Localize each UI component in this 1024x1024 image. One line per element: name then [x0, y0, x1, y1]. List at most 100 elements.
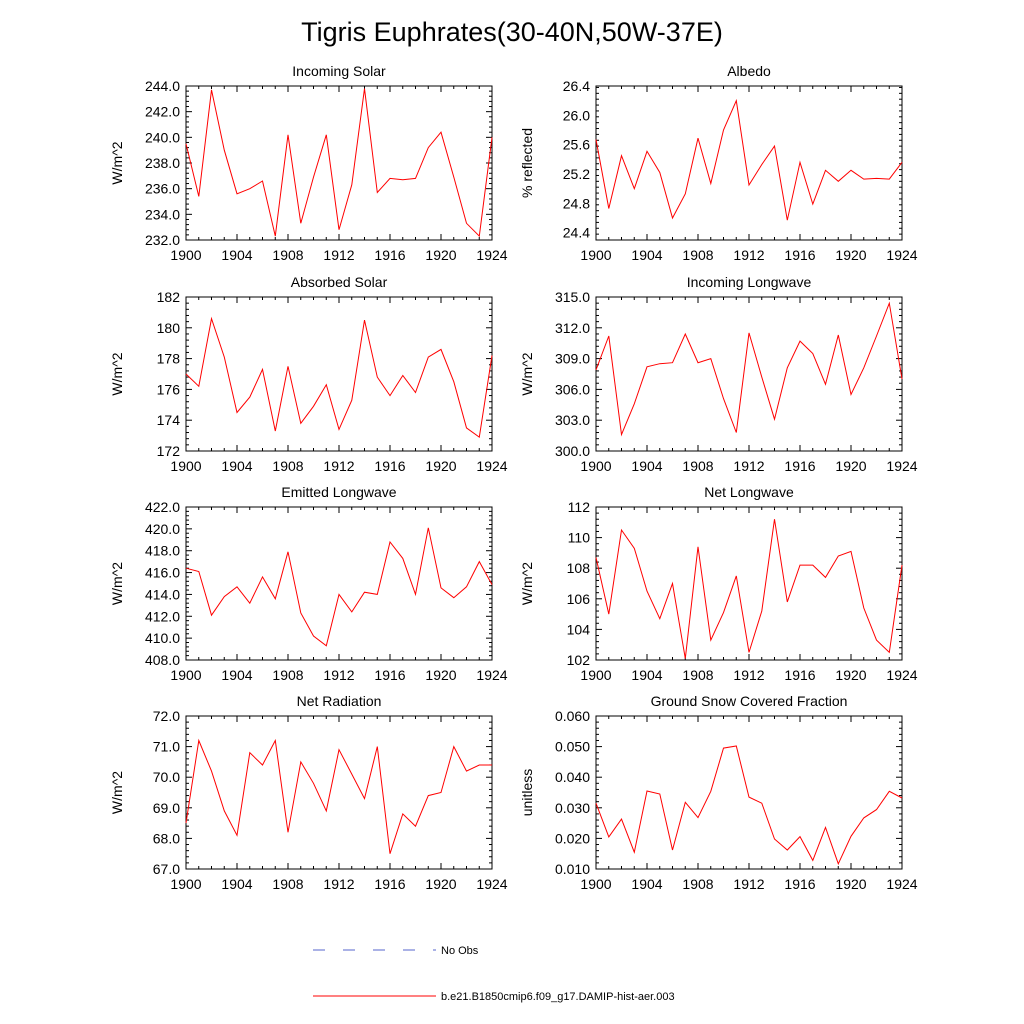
x-tick-label: 1924 [886, 458, 917, 474]
y-tick-label: 71.0 [153, 739, 180, 755]
panels: Incoming Solar W/m^2 1900 1904 1908 1912 1916 1… [109, 63, 918, 892]
panel-3: Absorbed Solar W/m^2 1900 1904 1908 1912 1916 1… [109, 274, 508, 474]
y-tick-label: 26.0 [563, 107, 590, 123]
x-tick-label: 1908 [682, 667, 713, 683]
x-tick-label: 1908 [272, 247, 303, 263]
x-tick-label: 1912 [733, 458, 764, 474]
series-line [595, 98, 903, 221]
y-tick-label: 418.0 [145, 543, 180, 559]
legend: No Obs b.e21.B1850cmip6.f09_g17.DAMIP-hi… [313, 945, 675, 1003]
y-tick-label: 309.0 [555, 351, 590, 367]
panel-title: Ground Snow Covered Fraction [651, 693, 848, 709]
x-tick-label: 1904 [221, 247, 252, 263]
x-tick-label: 1916 [374, 458, 405, 474]
y-tick-label: 25.2 [563, 166, 590, 182]
y-axis-label: W/m^2 [519, 562, 535, 605]
figure-title: Tigris Euphrates(30-40N,50W-37E) [301, 17, 723, 47]
series-line [185, 316, 493, 438]
y-tick-label: 0.030 [555, 800, 590, 816]
x-tick-label: 1904 [631, 458, 662, 474]
x-tick-label: 1904 [631, 247, 662, 263]
y-tick-label: 232.0 [145, 232, 180, 248]
x-tick-label: 1900 [580, 667, 611, 683]
x-tick-label: 1904 [221, 458, 252, 474]
y-tick-label: 0.010 [555, 861, 590, 877]
x-tick-label: 1900 [170, 458, 201, 474]
y-tick-label: 110 [568, 530, 591, 546]
x-tick-label: 1904 [631, 876, 662, 892]
x-tick-label: 1924 [476, 667, 507, 683]
x-tick-label: 1916 [784, 667, 815, 683]
y-tick-label: 102 [567, 652, 591, 668]
x-tick-label: 1900 [580, 876, 611, 892]
panel-title: Absorbed Solar [291, 274, 388, 290]
y-axis-label: % reflected [519, 128, 535, 198]
x-tick-label: 1920 [835, 247, 866, 263]
x-tick-label: 1920 [835, 458, 866, 474]
x-tick-label: 1900 [580, 458, 611, 474]
x-tick-label: 1924 [886, 667, 917, 683]
y-tick-label: 315.0 [555, 289, 590, 305]
y-tick-label: 238.0 [145, 155, 180, 171]
plot-frame [185, 506, 493, 661]
y-tick-label: 180 [157, 320, 181, 336]
x-tick-label: 1900 [580, 247, 611, 263]
x-tick-label: 1924 [886, 876, 917, 892]
y-tick-label: 24.4 [563, 225, 590, 241]
y-tick-label: 26.4 [563, 78, 590, 94]
y-tick-label: 306.0 [555, 381, 590, 397]
plot-frame [185, 85, 493, 241]
x-tick-label: 1912 [733, 667, 764, 683]
x-tick-label: 1912 [323, 667, 354, 683]
panel-title: Net Longwave [704, 484, 794, 500]
panel-title: Emitted Longwave [281, 484, 396, 500]
y-tick-label: 234.0 [145, 206, 180, 222]
y-tick-label: 0.050 [555, 739, 590, 755]
panel-2: Albedo % reflected 1900 1904 1908 1912 1916 192… [519, 63, 918, 263]
x-tick-label: 1908 [682, 247, 713, 263]
y-tick-label: 244.0 [145, 78, 180, 94]
x-tick-label: 1916 [784, 247, 815, 263]
x-tick-label: 1908 [272, 667, 303, 683]
x-tick-label: 1920 [425, 247, 456, 263]
x-tick-label: 1900 [170, 876, 201, 892]
y-axis-label: W/m^2 [519, 352, 535, 395]
panel-8: Ground Snow Covered Fraction unitless 1900… [519, 693, 918, 892]
y-axis-label: W/m^2 [109, 562, 125, 605]
y-tick-label: 242.0 [145, 104, 180, 120]
y-tick-label: 412.0 [145, 608, 180, 624]
x-tick-label: 1904 [221, 876, 252, 892]
y-tick-label: 24.8 [563, 195, 590, 211]
y-tick-label: 0.040 [555, 769, 590, 785]
y-tick-label: 174 [157, 412, 181, 428]
series-line [185, 527, 493, 647]
x-tick-label: 1908 [682, 458, 713, 474]
x-tick-label: 1920 [835, 667, 866, 683]
y-tick-label: 112 [568, 499, 591, 515]
y-tick-label: 420.0 [145, 521, 180, 537]
series-line [595, 519, 903, 659]
plot-frame [595, 85, 903, 241]
panel-7: Net Radiation W/m^2 1900 1904 1908 1912 1916 19… [109, 693, 508, 892]
legend-label-model: b.e21.B1850cmip6.f09_g17.DAMIP-hist-aer.… [441, 991, 675, 1003]
y-tick-label: 300.0 [555, 443, 590, 459]
y-tick-label: 240.0 [145, 129, 180, 145]
y-axis-label: W/m^2 [109, 771, 125, 814]
y-tick-label: 303.0 [555, 412, 590, 428]
y-tick-label: 25.6 [563, 137, 590, 153]
y-tick-label: 70.0 [153, 769, 180, 785]
y-tick-label: 72.0 [153, 708, 180, 724]
x-tick-label: 1908 [272, 876, 303, 892]
y-tick-label: 410.0 [145, 630, 180, 646]
y-tick-label: 106 [567, 591, 591, 607]
panel-title: Incoming Solar [292, 63, 386, 79]
x-tick-label: 1924 [476, 247, 507, 263]
y-axis-label: W/m^2 [109, 352, 125, 395]
y-tick-label: 108 [567, 560, 591, 576]
x-tick-label: 1904 [221, 667, 252, 683]
y-tick-label: 0.060 [555, 708, 590, 724]
x-tick-label: 1912 [323, 458, 354, 474]
y-tick-label: 312.0 [555, 320, 590, 336]
x-tick-label: 1908 [682, 876, 713, 892]
x-tick-label: 1920 [425, 667, 456, 683]
